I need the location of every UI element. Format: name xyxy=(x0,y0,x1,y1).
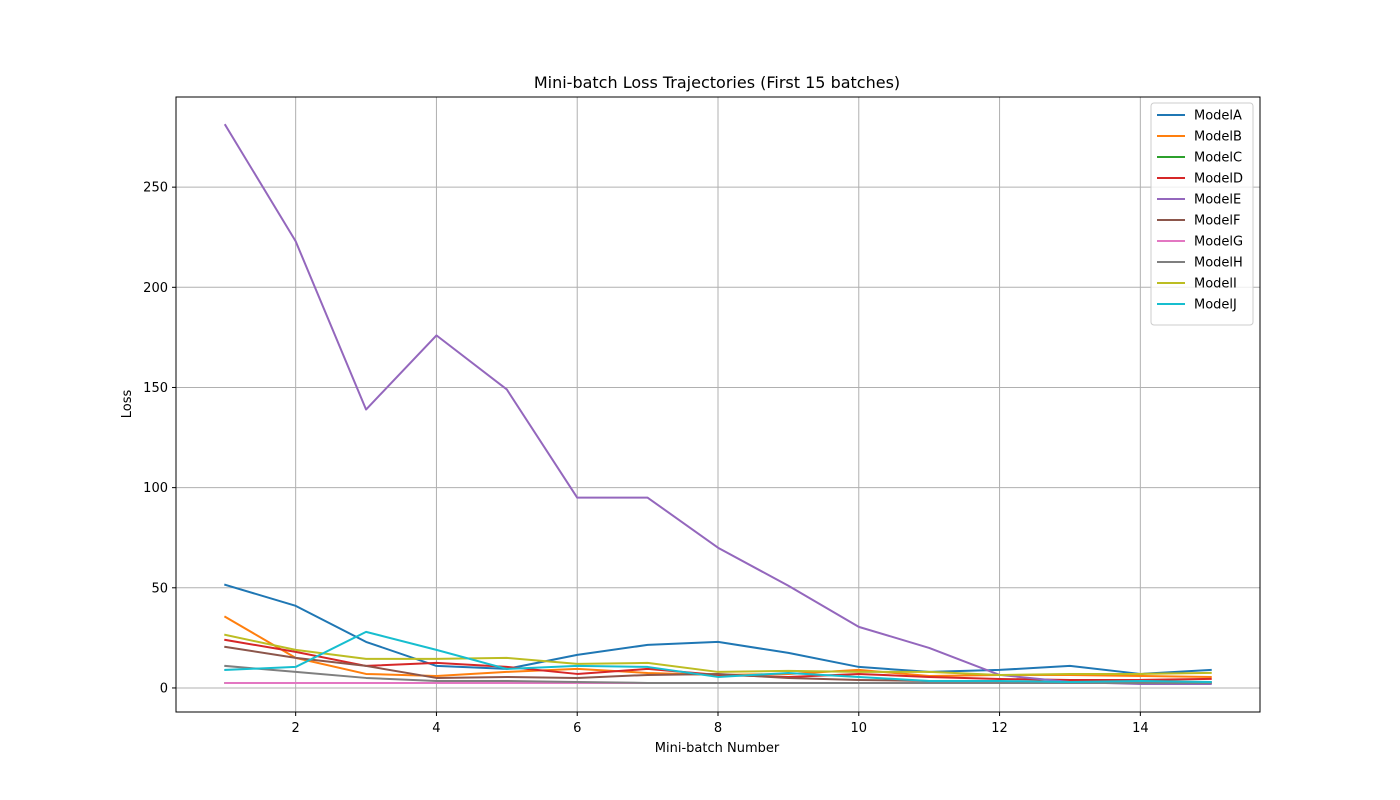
y-tick-label: 50 xyxy=(151,581,168,596)
legend-label: ModelA xyxy=(1194,109,1242,124)
x-tick-label: 4 xyxy=(432,721,440,736)
legend-label: ModelC xyxy=(1194,151,1242,166)
y-tick-label: 150 xyxy=(143,381,168,396)
legend-label: ModelI xyxy=(1194,277,1237,292)
legend: ModelA ModelB ModelC ModelD ModelE ModelF Mode… xyxy=(1150,102,1254,326)
series-line-modelj xyxy=(224,630,1212,683)
x-tick-label: 2 xyxy=(292,721,300,736)
legend-box xyxy=(1150,102,1254,326)
legend-label: ModelE xyxy=(1194,193,1241,208)
y-tick-label: 250 xyxy=(143,181,168,196)
x-tick-label: 8 xyxy=(714,721,722,736)
series-line-modelh xyxy=(224,664,1212,684)
series-line-modela xyxy=(224,583,1212,675)
axis-ticks: 2 4 6 8 10 12 14 0 50 100 150 200 250 xyxy=(143,181,1148,736)
series-line-modele xyxy=(223,123,1212,685)
x-tick-label: 14 xyxy=(1132,721,1149,736)
series-line-modeli xyxy=(224,633,1212,676)
grid xyxy=(176,97,1260,712)
y-axis-label: Loss xyxy=(120,390,135,419)
legend-label: ModelJ xyxy=(1194,298,1237,313)
x-tick-label: 6 xyxy=(573,721,581,736)
legend-label: ModelD xyxy=(1194,172,1243,187)
legend-label: ModelH xyxy=(1194,256,1243,271)
legend-label: ModelF xyxy=(1194,214,1241,229)
legend-label: ModelG xyxy=(1194,235,1243,250)
x-axis-label: Mini-batch Number xyxy=(655,741,780,756)
x-tick-label: 12 xyxy=(991,721,1008,736)
y-tick-label: 200 xyxy=(143,281,168,296)
legend-label: ModelB xyxy=(1194,130,1242,145)
y-tick-label: 0 xyxy=(160,681,168,696)
chart-title: Mini-batch Loss Trajectories (First 15 b… xyxy=(534,73,900,92)
series-lines xyxy=(223,123,1212,685)
y-tick-label: 100 xyxy=(143,481,168,496)
x-tick-label: 10 xyxy=(851,721,868,736)
